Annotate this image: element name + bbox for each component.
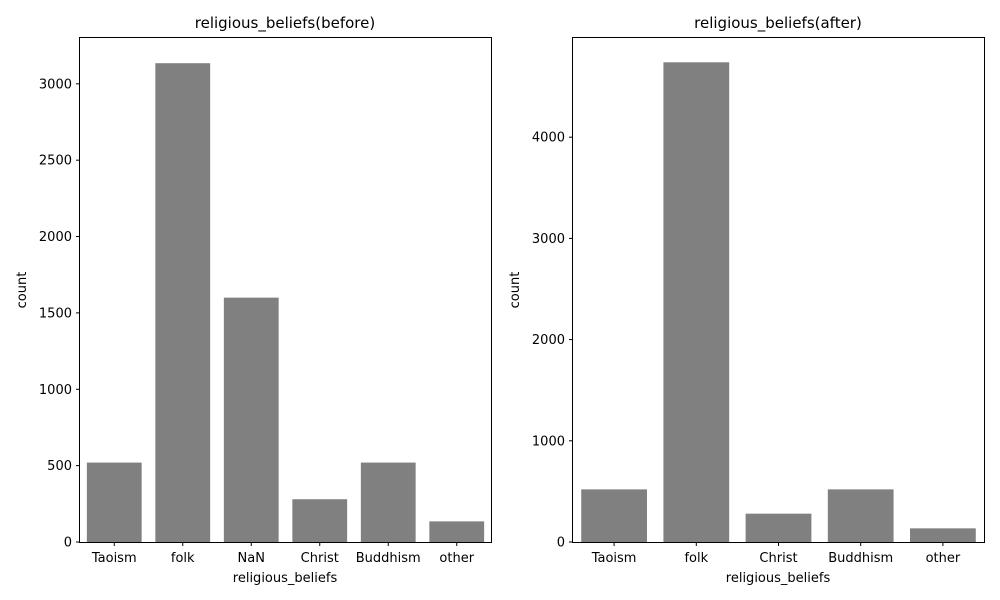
y-ticks: 0 500 1000 1500 2000 2500 3000	[39, 77, 80, 551]
x-tick-label: other	[439, 551, 474, 566]
y-ticks: 0 1000 2000 3000 4000	[532, 131, 573, 551]
y-tick-label: 4000	[532, 131, 565, 146]
x-tick-label: other	[926, 551, 961, 566]
x-tick-label: Christ	[759, 551, 797, 566]
bar-other	[429, 521, 485, 542]
x-tick-label: folk	[684, 551, 708, 566]
x-tick-label: folk	[171, 551, 195, 566]
y-tick-label: 2000	[39, 230, 72, 245]
bar-group	[86, 63, 485, 542]
chart-before: religious_beliefs(before) religious_beli…	[15, 14, 492, 586]
x-ticks: Taoism folk NaN Christ Buddhism other	[91, 542, 475, 566]
y-tick-label: 2000	[532, 333, 565, 348]
bar-taoism	[86, 462, 142, 542]
x-tick-label: Buddhism	[828, 551, 893, 566]
y-tick-label: 2500	[39, 154, 72, 169]
bar-buddhism	[827, 489, 894, 542]
y-tick-label: 0	[557, 536, 565, 551]
x-tick-label: NaN	[238, 551, 265, 566]
bar-nan	[223, 297, 279, 542]
y-tick-label: 1000	[532, 434, 565, 449]
y-tick-label: 3000	[532, 232, 565, 247]
y-tick-label: 1000	[39, 383, 72, 398]
plot-frame	[79, 37, 492, 543]
chart-after: religious_beliefs(after) religious_belie…	[508, 14, 985, 586]
x-axis-label: religious_beliefs	[726, 571, 831, 586]
x-axis-label: religious_beliefs	[233, 571, 338, 586]
x-tick-label: Buddhism	[356, 551, 421, 566]
x-tick-label: Taoism	[591, 551, 637, 566]
bar-folk	[155, 63, 211, 542]
bar-folk	[663, 62, 730, 543]
y-axis-label: count	[15, 272, 30, 309]
plot-frame	[572, 37, 985, 543]
y-axis-label: count	[508, 272, 523, 309]
x-ticks: Taoism folk Christ Buddhism other	[591, 542, 961, 566]
bar-group	[581, 62, 976, 543]
y-tick-label: 0	[64, 536, 72, 551]
x-tick-label: Taoism	[91, 551, 137, 566]
bar-christ	[292, 499, 348, 542]
y-tick-label: 500	[47, 459, 72, 474]
y-tick-label: 3000	[39, 77, 72, 92]
y-tick-label: 1500	[39, 306, 72, 321]
bar-taoism	[581, 489, 647, 542]
chart-title: religious_beliefs(before)	[195, 14, 375, 33]
bar-buddhism	[360, 462, 416, 542]
bar-other	[910, 528, 976, 542]
bar-christ	[745, 513, 812, 542]
chart-title: religious_beliefs(after)	[694, 14, 862, 33]
x-tick-label: Christ	[301, 551, 339, 566]
